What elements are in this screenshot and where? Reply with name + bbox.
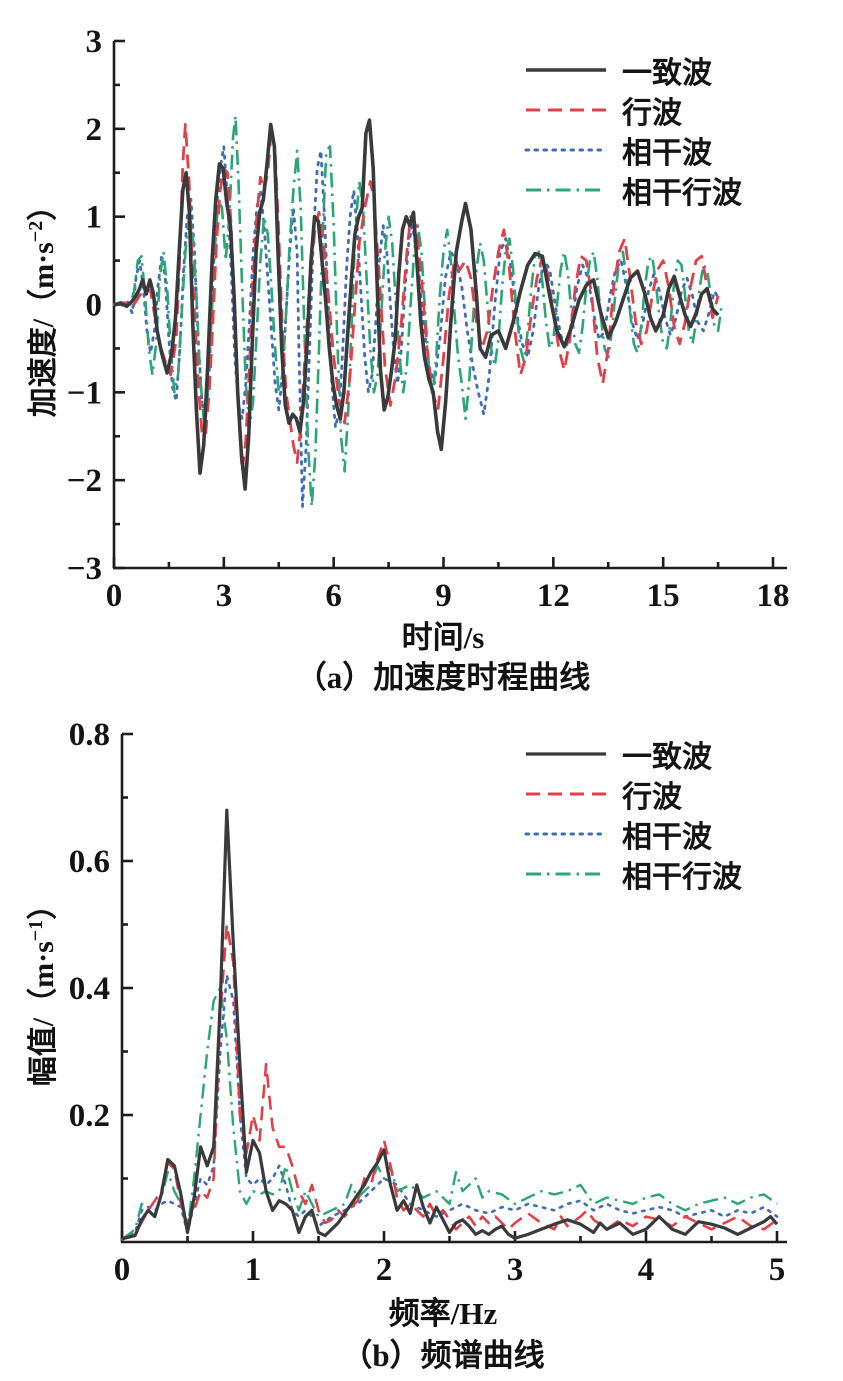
legend-label-traveling-wave: 行波	[622, 97, 682, 130]
frequency-spectrum-chart: 0 1 2 3 4 5 0.8 0.6 0.4 0.2 一致波 行波 相干波 相干行波 幅值/（m…	[0, 690, 843, 1381]
legend-label-uniform-wave: 一致波	[622, 741, 712, 774]
legend-label-coherent-traveling-wave: 相干行波	[622, 861, 742, 894]
svg-text:3: 3	[216, 578, 233, 614]
chartA-caption: （a）加速度时程曲线	[295, 660, 591, 695]
svg-text:12: 12	[537, 578, 570, 614]
chartA-x-axis-label: 时间/s	[401, 620, 485, 655]
svg-text:15: 15	[647, 578, 680, 614]
svg-text:1: 1	[86, 200, 103, 236]
svg-text:3: 3	[86, 24, 103, 60]
legend-label-coherent-traveling-wave: 相干行波	[622, 177, 742, 210]
legend-item-uniform-wave: 一致波	[524, 734, 742, 774]
svg-text:−1: −1	[67, 375, 102, 411]
svg-text:1: 1	[245, 1252, 262, 1288]
svg-text:9: 9	[435, 578, 452, 614]
chartB-x-axis-label: 频率/Hz	[388, 1296, 498, 1331]
svg-text:0: 0	[114, 1252, 131, 1288]
svg-text:0.8: 0.8	[69, 717, 110, 753]
legend-item-coherent-traveling-wave: 相干行波	[524, 170, 742, 210]
legend-label-coherent-wave: 相干波	[622, 821, 712, 854]
legend-item-coherent-wave: 相干波	[524, 814, 742, 854]
acceleration-time-history-chart: 0 3 6 9 12 15 18 3 2 1 0 −1 −2 −3 一致波 行波 相干波 相干行波 加速度…	[0, 0, 843, 695]
traveling-wave-line-icon	[526, 792, 606, 796]
svg-text:6: 6	[325, 578, 342, 614]
legend-label-traveling-wave: 行波	[622, 781, 682, 814]
coherent-traveling-wave-line-icon	[526, 188, 606, 192]
svg-text:−2: −2	[67, 463, 102, 499]
svg-text:2: 2	[86, 112, 103, 148]
svg-text:0.6: 0.6	[69, 844, 110, 880]
legend-item-traveling-wave: 行波	[524, 774, 742, 814]
legend-label-uniform-wave: 一致波	[622, 57, 712, 90]
traveling-wave-line-icon	[526, 108, 606, 112]
acceleration-plot-canvas: 0 3 6 9 12 15 18 3 2 1 0 −1 −2 −3	[67, 24, 790, 614]
chartA-y-axis-label: 加速度/（m·s−2）	[25, 190, 60, 418]
svg-text:0: 0	[86, 288, 103, 324]
coherent-wave-line-icon	[524, 832, 608, 836]
spectrum-plot-canvas: 0 1 2 3 4 5 0.8 0.6 0.4 0.2	[69, 717, 787, 1288]
svg-text:2: 2	[376, 1252, 393, 1288]
chartB-y-axis-label: 幅值/（m·s−1）	[25, 889, 60, 1087]
svg-text:−3: −3	[67, 551, 102, 587]
svg-text:18: 18	[757, 578, 790, 614]
uniform-wave-line-icon	[526, 752, 606, 756]
legend-item-traveling-wave: 行波	[524, 90, 742, 130]
chartB-legend: 一致波 行波 相干波 相干行波	[524, 734, 742, 894]
svg-text:3: 3	[507, 1252, 524, 1288]
chartB-caption: （b）频谱曲线	[341, 1338, 545, 1373]
legend-label-coherent-wave: 相干波	[622, 137, 712, 170]
coherent-wave-line-icon	[524, 148, 608, 152]
legend-item-coherent-wave: 相干波	[524, 130, 742, 170]
svg-text:5: 5	[769, 1252, 786, 1288]
svg-text:0.4: 0.4	[69, 971, 110, 1007]
chartA-legend: 一致波 行波 相干波 相干行波	[524, 50, 742, 210]
uniform-wave-line-icon	[526, 68, 606, 72]
legend-item-coherent-traveling-wave: 相干行波	[524, 854, 742, 894]
svg-text:0: 0	[106, 578, 123, 614]
coherent-traveling-wave-line-icon	[526, 872, 606, 876]
svg-text:4: 4	[638, 1252, 655, 1288]
legend-item-uniform-wave: 一致波	[524, 50, 742, 90]
svg-text:0.2: 0.2	[69, 1098, 110, 1134]
